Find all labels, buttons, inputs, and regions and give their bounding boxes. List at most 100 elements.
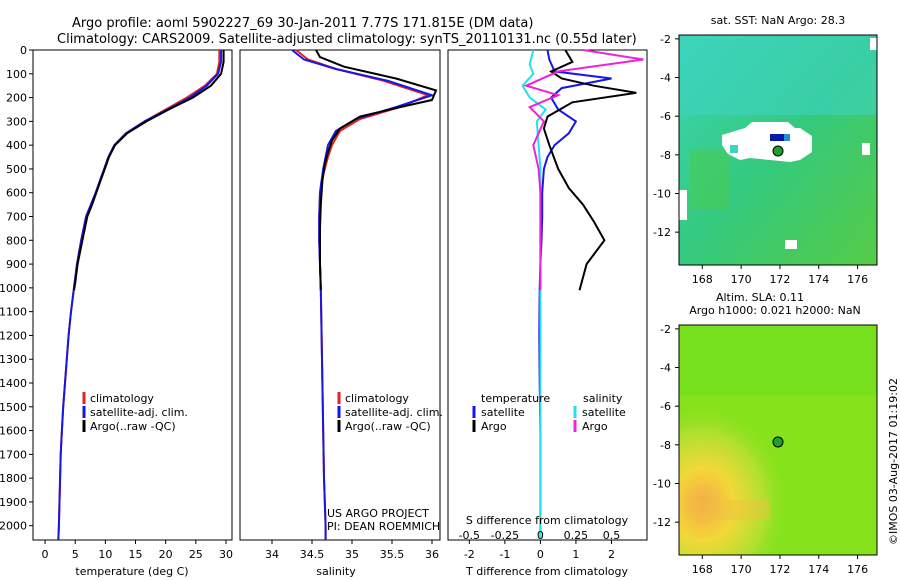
depth-tick-label: 700	[6, 211, 27, 224]
map-lat-tick-label: -12	[653, 226, 671, 239]
salinity-xtick-label: 36	[425, 548, 439, 561]
difference-xlabel: T difference from climatology	[465, 565, 628, 578]
temperature-series-argo-raw-qc-	[73, 50, 225, 291]
map-lon-tick-label: 172	[769, 273, 790, 286]
depth-tick-label: 600	[6, 187, 27, 200]
sst-cloud-gap-west	[679, 190, 687, 220]
legend-t-argo-label: Argo	[481, 420, 507, 433]
sst-map-title: sat. SST: NaN Argo: 28.3	[711, 14, 845, 27]
s-difference-tick-label: -0.5	[459, 529, 480, 542]
temperature-panel: 0 5 10 15 20 25 30	[42, 50, 233, 561]
map-lon-tick-label: 168	[692, 273, 713, 286]
depth-tick-label: 300	[6, 115, 27, 128]
difference-top-label: S difference from climatology	[466, 514, 629, 527]
legend-t-satellite-label: satellite	[481, 406, 525, 419]
salinity-series-satellite-adj-clim-	[291, 49, 436, 540]
temperature-xtick-label: 15	[129, 548, 143, 561]
salinity-xlabel: salinity	[316, 565, 356, 578]
map-lat-tick-label: -4	[660, 72, 671, 85]
legend-climatology-label: climatology	[90, 392, 154, 405]
map-lon-tick-label: 174	[808, 563, 829, 576]
depth-tick-label: 1700	[0, 448, 27, 461]
map-lat-tick-label: -10	[653, 477, 671, 490]
salinity-series-climatology	[295, 49, 431, 540]
sla-map-title-line1: Altim. SLA: 0.11	[716, 291, 804, 304]
depth-tick-label: 1800	[0, 472, 27, 485]
legend-s-argo-label: Argo	[582, 420, 608, 433]
project-line2: PI: DEAN ROEMMICH	[327, 520, 440, 533]
salinity-xtick-label: 34.5	[300, 548, 325, 561]
legend-argo-label: Argo(..raw -QC)	[345, 420, 431, 433]
map-lat-tick-label: -2	[660, 323, 671, 336]
depth-tick-label: 900	[6, 258, 27, 271]
sst-cloud-gap-south	[785, 240, 797, 249]
map-lat-tick-label: -10	[653, 187, 671, 200]
salinity-panel-frame	[239, 49, 441, 541]
map-lat-tick-label: -8	[660, 149, 671, 162]
legend-salinity-title: salinity	[583, 392, 623, 405]
title-line1: Argo profile: aoml 5902227_69 30-Jan-201…	[72, 16, 533, 31]
depth-tick-label: 1600	[0, 425, 27, 438]
sla-argo-marker	[772, 436, 784, 448]
legend-temperature-title: temperature	[481, 392, 550, 405]
salinity-legend: climatology satellite-adj. clim. Argo(..…	[337, 392, 443, 433]
depth-tick-label: 400	[6, 139, 27, 152]
depth-tick-label: 1300	[0, 353, 27, 366]
difference-xtick-label: -1	[499, 548, 510, 561]
salinity-xtick-label: 35	[345, 548, 359, 561]
temperature-xtick-label: 20	[159, 548, 173, 561]
map-lat-tick-label: -2	[660, 33, 671, 46]
difference-legend: temperature salinity satellite Argo sate…	[472, 392, 626, 433]
s-difference-tick-label: 0.25	[564, 529, 589, 542]
depth-tick-label: 2000	[0, 520, 27, 533]
map-lon-tick-label: 170	[731, 273, 752, 286]
difference-xtick-label: 1	[572, 548, 579, 561]
depth-tick-label: 1100	[0, 306, 27, 319]
depth-tick-label: 1900	[0, 496, 27, 509]
salinity-panel: 34 34.5 35 35.5 36	[265, 49, 439, 561]
difference-xtick-label: 0	[537, 548, 544, 561]
difference-series-temperature-satellite	[538, 49, 612, 540]
depth-axis: 0 100 200 300 400 500 600 700 800 900 1000 1100 1200…	[0, 44, 33, 533]
sst-argo-marker	[772, 145, 784, 157]
temperature-xtick-label: 5	[72, 548, 79, 561]
legend-satellite-label: satellite-adj. clim.	[90, 406, 188, 419]
difference-panel: -2 -1 0 1 2	[464, 49, 644, 561]
depth-tick-label: 1400	[0, 377, 27, 390]
temperature-series-climatology	[57, 50, 221, 541]
depth-tick-label: 800	[6, 234, 27, 247]
depth-tick-label: 500	[6, 163, 27, 176]
difference-series-salinity-argo	[523, 49, 644, 291]
legend-s-satellite-label: satellite	[582, 406, 626, 419]
map-lat-tick-label: -6	[660, 110, 671, 123]
temperature-xlabel: temperature (deg C)	[75, 565, 188, 578]
map-lat-tick-label: -6	[660, 400, 671, 413]
temperature-xtick-label: 25	[189, 548, 203, 561]
s-difference-tick-label: 0	[537, 529, 544, 542]
s-difference-tick-label: -0.25	[491, 529, 519, 542]
difference-xtick-label: 2	[608, 548, 615, 561]
sst-cold-patch	[770, 134, 784, 141]
depth-tick-label: 100	[6, 68, 27, 81]
map-lon-tick-label: 174	[808, 273, 829, 286]
s-difference-tick-label: 0.5	[603, 529, 621, 542]
difference-series-temperature-argo	[542, 49, 637, 291]
imos-credit: ©IMOS 03-Aug-2017 01:19:02	[887, 378, 900, 545]
temperature-series-satellite-adj-clim-	[57, 50, 223, 541]
map-lat-tick-label: -8	[660, 439, 671, 452]
temperature-panel-frame	[32, 49, 233, 541]
temperature-xtick-label: 30	[219, 548, 233, 561]
map-lat-tick-label: -12	[653, 516, 671, 529]
sst-map-axes: 168 170 172 174 176 -2 -4 -6 -8 -10 -12	[653, 33, 868, 286]
difference-panel-frame	[447, 49, 648, 541]
map-lon-tick-label: 168	[692, 563, 713, 576]
legend-satellite-label: satellite-adj. clim.	[345, 406, 443, 419]
salinity-xtick-label: 34	[265, 548, 279, 561]
depth-tick-label: 1200	[0, 329, 27, 342]
project-line1: US ARGO PROJECT	[327, 507, 429, 520]
depth-tick-label: 1000	[0, 282, 27, 295]
temperature-xtick-label: 0	[42, 548, 49, 561]
sla-map	[679, 325, 877, 555]
sst-map-frame	[678, 34, 878, 266]
